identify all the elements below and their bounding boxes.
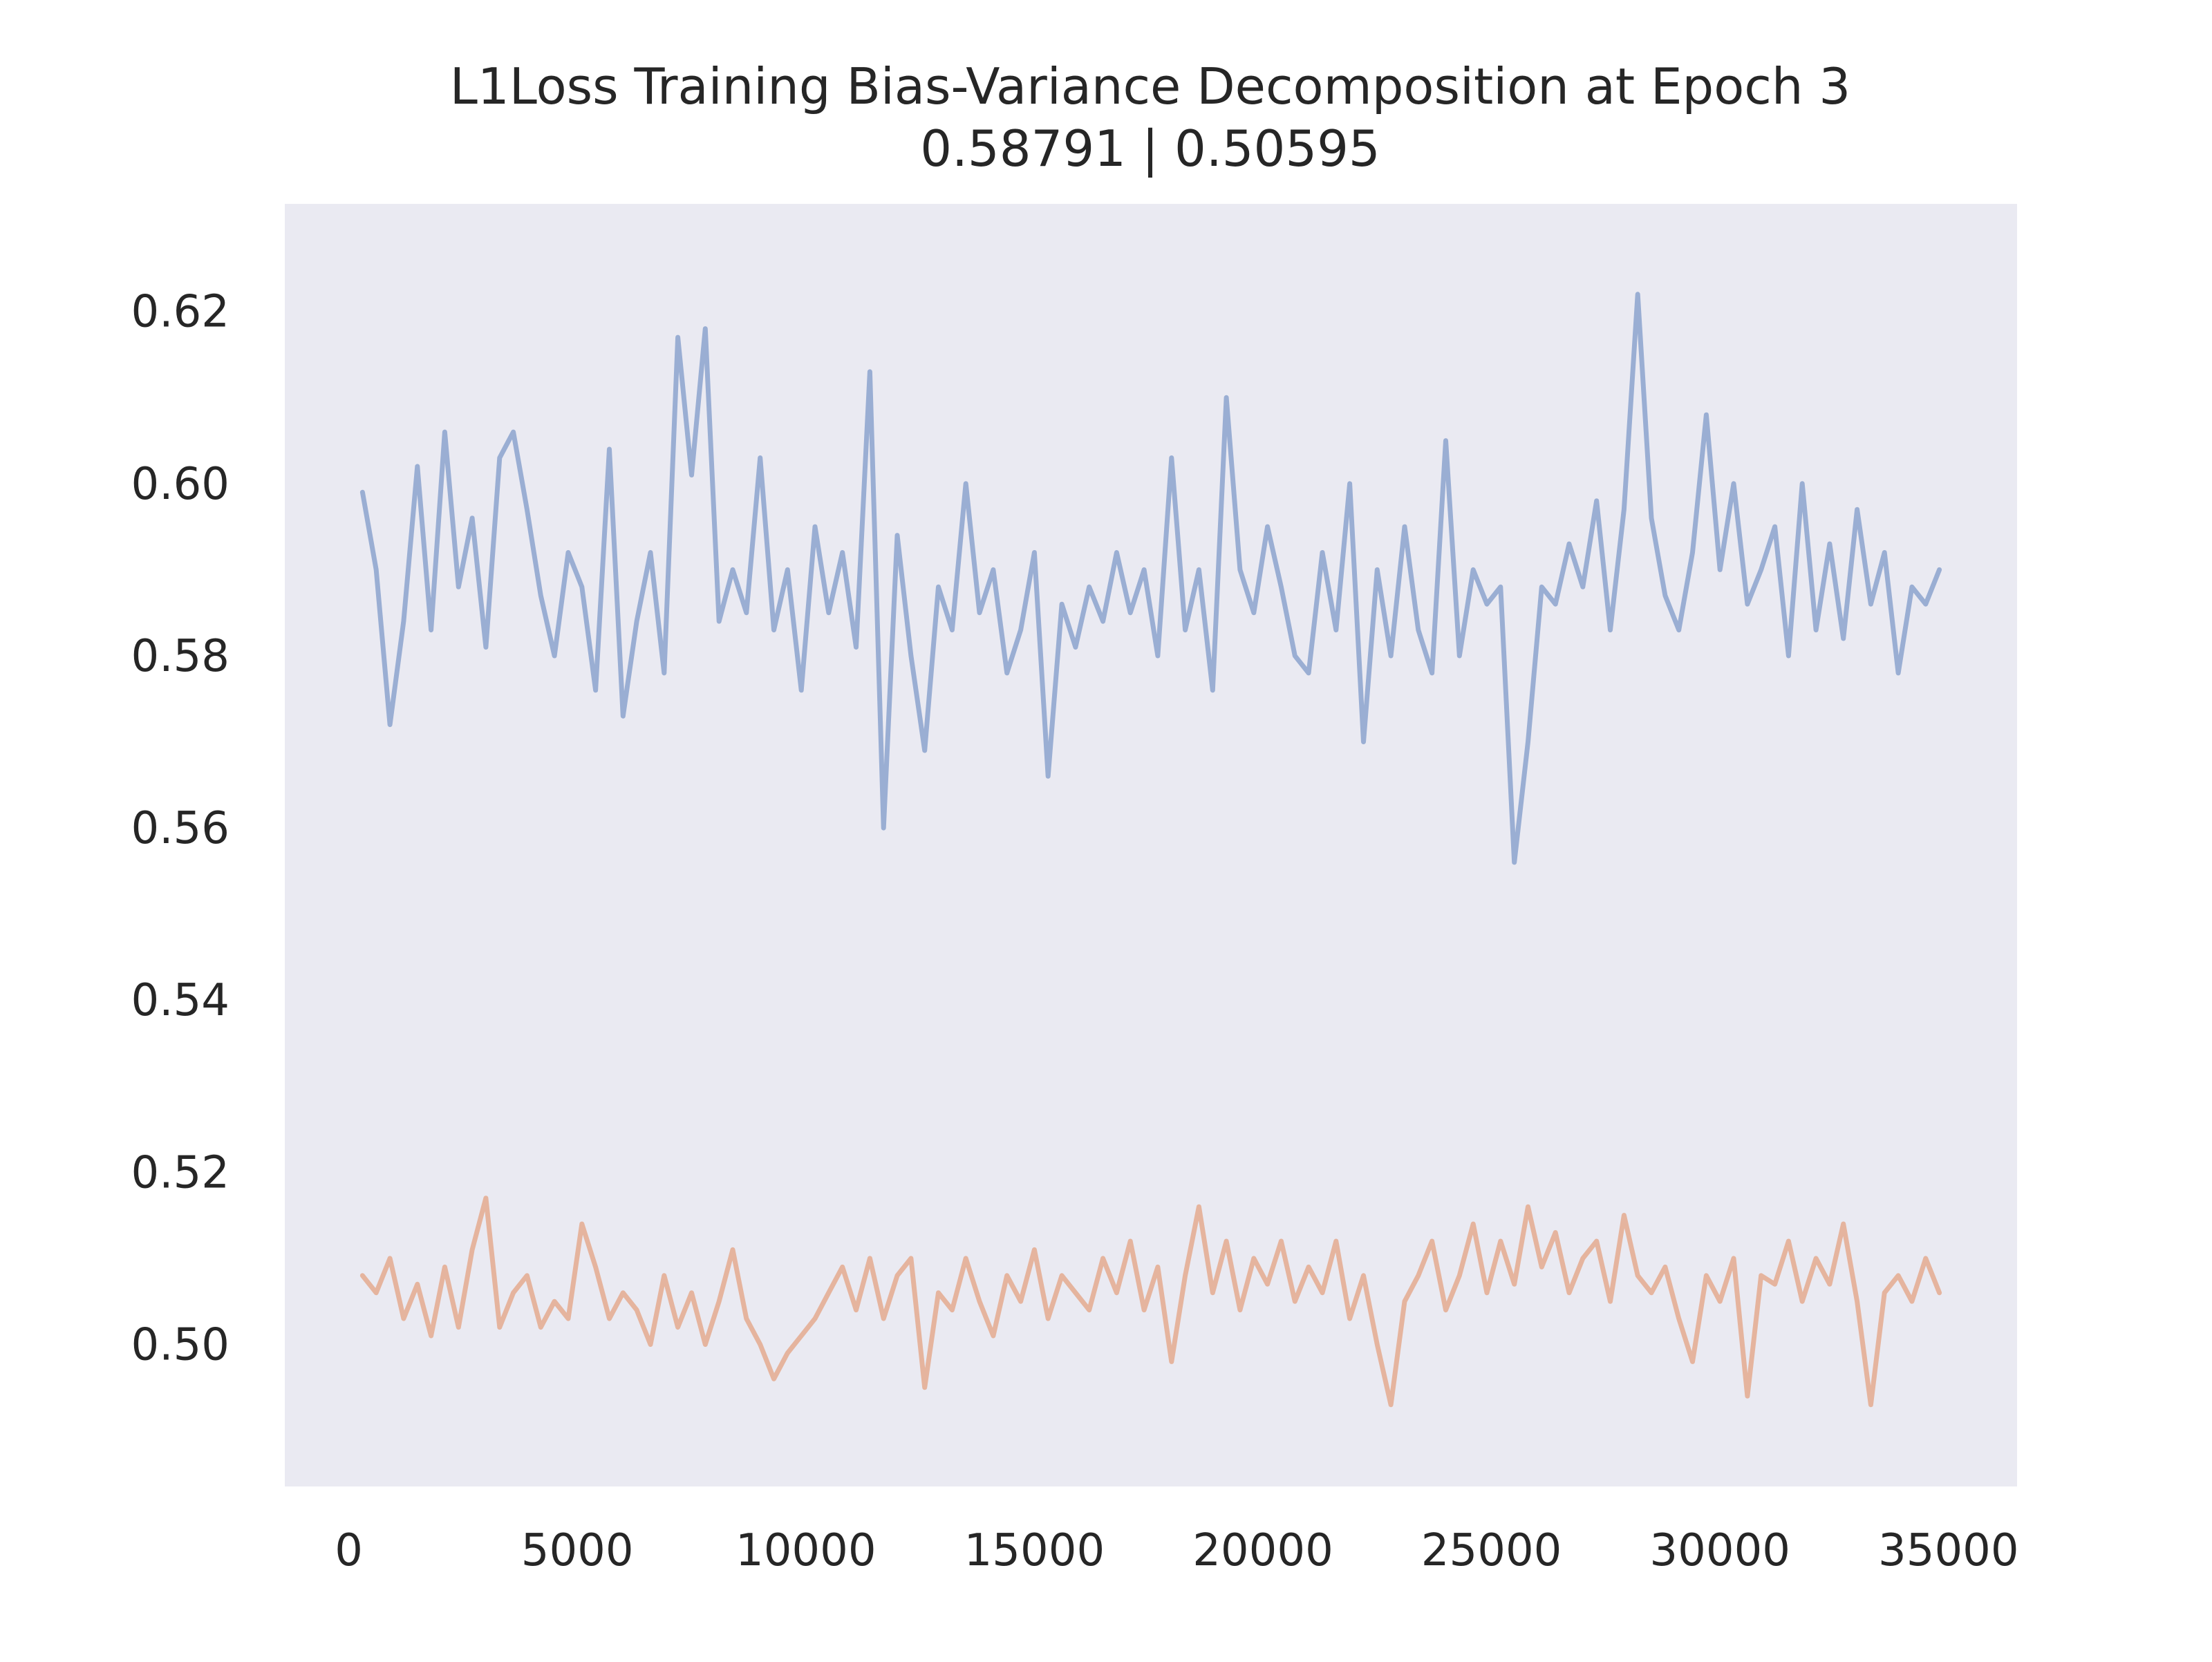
x-tick-label: 20000 [1192,1525,1333,1576]
x-tick-label: 5000 [521,1525,634,1576]
y-tick-label: 0.62 [131,287,230,338]
series-line-1 [359,292,1942,865]
x-tick-label: 10000 [735,1525,877,1576]
chart-subtitle: 0.58791 | 0.50595 [920,120,1380,178]
chart-title: L1Loss Training Bias-Variance Decomposit… [450,57,1850,115]
y-tick-label: 0.54 [131,975,230,1026]
x-tick-label: 15000 [964,1525,1105,1576]
x-tick-label: 25000 [1421,1525,1562,1576]
y-tick-label: 0.52 [131,1147,230,1198]
x-tick-label: 30000 [1649,1525,1790,1576]
y-axis-ticks: 0.50 0.52 0.54 0.56 0.58 0.60 0.62 [131,287,230,1371]
x-tick-label: 0 [335,1525,363,1576]
x-axis-ticks: 0 5000 10000 15000 20000 25000 30000 35000 [335,1525,2018,1576]
y-tick-label: 0.58 [131,631,230,682]
y-tick-label: 0.50 [131,1319,230,1370]
y-tick-label: 0.56 [131,803,230,854]
series-line-2 [359,1196,1942,1408]
y-tick-label: 0.60 [131,459,230,510]
x-tick-label: 35000 [1878,1525,2019,1576]
series-layer [359,292,1942,1408]
